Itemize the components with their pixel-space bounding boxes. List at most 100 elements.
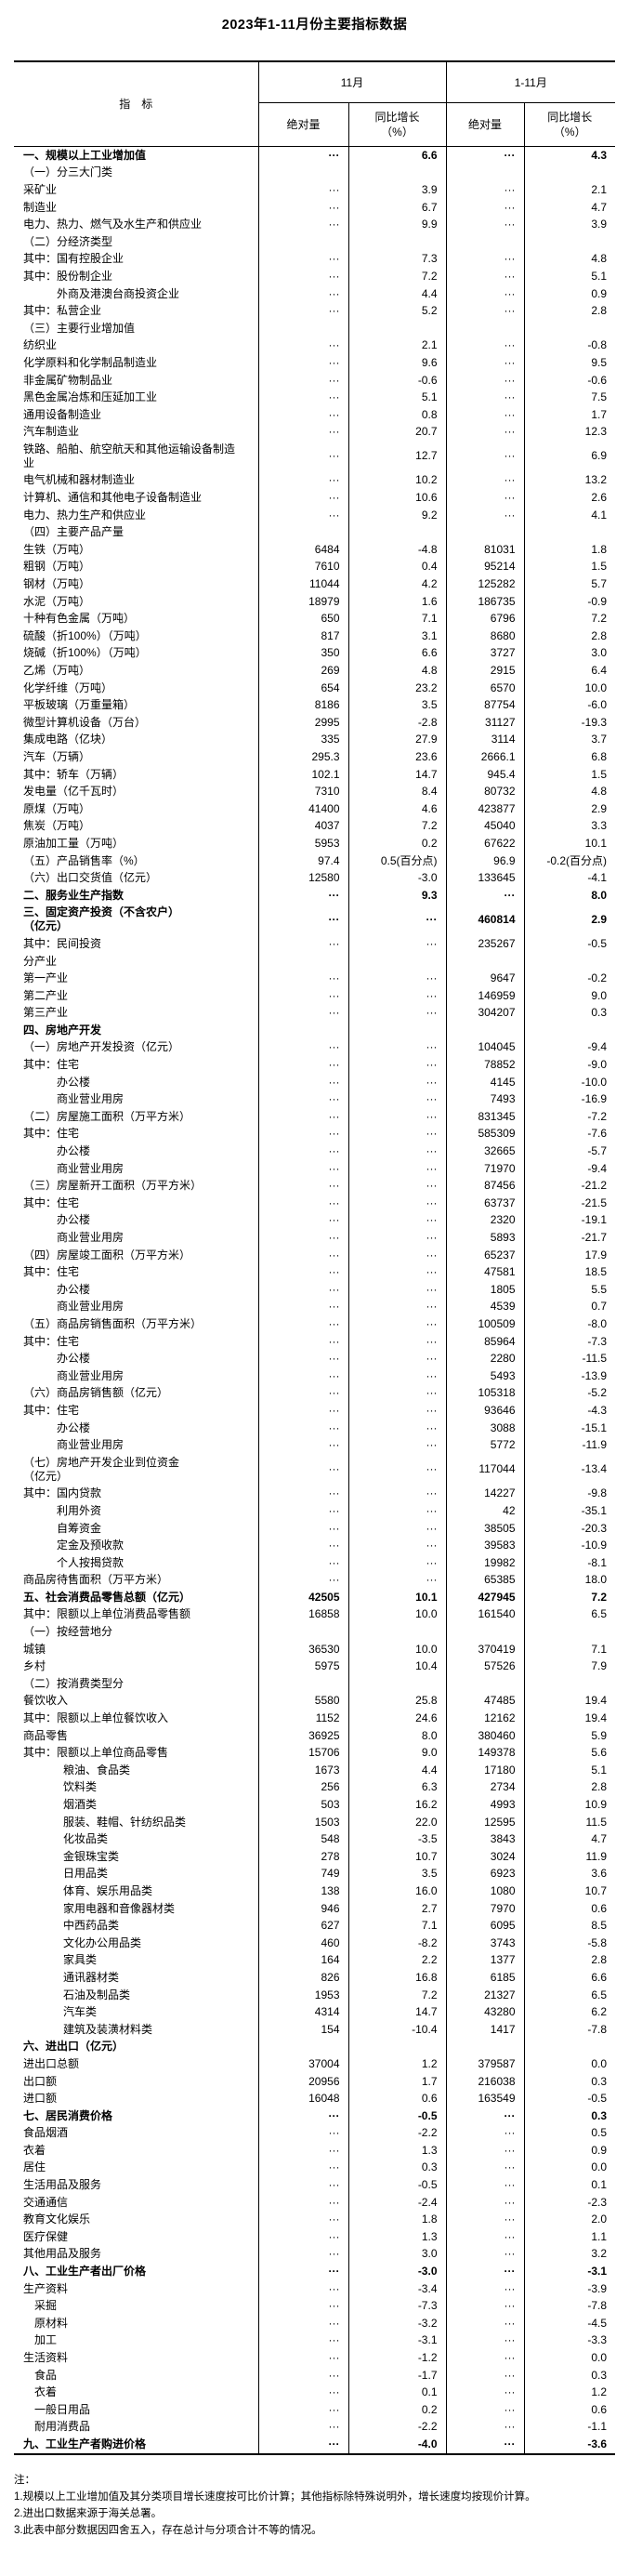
value-cell: 2915 (445, 662, 524, 680)
value-cell: ··· (257, 471, 348, 490)
value-cell: -10.0 (523, 1073, 616, 1091)
table-row: 其中：限额以上单位消费品零售额 16858 10.0 161540 6.5 (14, 1605, 616, 1624)
table-row: 集成电路（亿块） 335 27.9 3114 3.7 (14, 731, 616, 749)
value-cell: -5.2 (523, 1384, 616, 1403)
value-cell: 4.8 (523, 250, 616, 269)
value-cell: -5.7 (523, 1143, 616, 1160)
value-cell: 7310 (257, 783, 348, 800)
value-cell: ··· (257, 1229, 348, 1247)
table-row: 钢材（万吨） 11044 4.2 125282 5.7 (14, 575, 616, 593)
indicator-label: 生铁（万吨） (23, 542, 91, 556)
value-cell: ··· (445, 886, 524, 905)
table-row: 其中：住宅 ··· ··· 78852 -9.0 (14, 1056, 616, 1074)
value-cell: 146959 (445, 986, 524, 1005)
value-cell: 3.3 (523, 817, 616, 836)
indicator-label: 电力、热力生产和供应业 (23, 508, 147, 522)
indicator-label: （一）按经营地分 (23, 1625, 113, 1639)
value-cell: ··· (257, 886, 348, 905)
value-cell: 5493 (445, 1367, 524, 1385)
table-row: 三、固定资产投资（不含农户） （亿元） ··· ··· 460814 2.9 (14, 904, 616, 936)
table-row: 耐用消费品 ··· -2.2 ··· -1.1 (14, 2418, 616, 2437)
value-cell: 7.9 (523, 1658, 616, 1676)
table-row: 七、居民消费价格 ··· -0.5 ··· 0.3 (14, 2107, 616, 2125)
value-cell: ··· (257, 268, 348, 285)
value-cell: 4145 (445, 1073, 524, 1091)
value-cell: ··· (445, 2297, 524, 2316)
value-cell: -2.4 (347, 2193, 446, 2212)
indicator-label: 文化办公用品类 (63, 1935, 142, 1949)
indicator-label: 焦炭（万吨） (23, 819, 91, 833)
table-row: 二、服务业生产指数 ··· 9.3 ··· 8.0 (14, 886, 616, 905)
table-row: 食品 ··· -1.7 ··· 0.3 (14, 2366, 616, 2384)
value-cell: 16858 (257, 1605, 348, 1624)
table-row: 粮油、食品类 1673 4.4 17180 5.1 (14, 1762, 616, 1779)
value-cell: ··· (257, 1004, 348, 1023)
value-cell: ··· (347, 1108, 446, 1126)
value-cell: 9.6 (347, 354, 446, 372)
value-cell: 7.2 (347, 817, 446, 836)
value-cell: -7.2 (523, 1108, 616, 1126)
table-row: 利用外资 ··· ··· 42 -35.1 (14, 1502, 616, 1520)
table-row: 医疗保健 ··· 1.3 ··· 1.1 (14, 2228, 616, 2246)
value-cell (257, 232, 348, 251)
value-cell: 7.1 (347, 1917, 446, 1935)
value-cell: ··· (445, 284, 524, 303)
header-absolute-jan-nov: 绝对量 (445, 102, 524, 147)
value-cell: ··· (445, 2366, 524, 2384)
indicator-label: 其中：住宅 (23, 1334, 80, 1348)
value-cell: 1.7 (347, 2072, 446, 2091)
value-cell: ··· (445, 198, 524, 217)
table-row: 发电量（亿千瓦时） 7310 8.4 80732 4.8 (14, 783, 616, 800)
value-cell: 21327 (445, 1986, 524, 2004)
table-row: 其中：住宅 ··· ··· 85964 -7.3 (14, 1332, 616, 1351)
value-cell (445, 952, 524, 971)
value-cell: ··· (257, 2159, 348, 2177)
value-cell: -0.6 (523, 371, 616, 390)
value-cell: 14227 (445, 1485, 524, 1503)
value-cell: ··· (347, 970, 446, 987)
table-row: 办公楼 ··· ··· 1805 5.5 (14, 1281, 616, 1299)
value-cell: -9.0 (523, 1056, 616, 1074)
value-cell: ··· (257, 1367, 348, 1385)
table-row: 平板玻璃（万重量箱） 8186 3.5 87754 -6.0 (14, 696, 616, 714)
value-cell: ··· (257, 1090, 348, 1109)
indicator-label: 四、房地产开发 (23, 1023, 102, 1037)
value-cell: 5580 (257, 1692, 348, 1711)
value-cell: ··· (445, 354, 524, 372)
value-cell: 1.8 (347, 2211, 446, 2229)
value-cell: 1503 (257, 1813, 348, 1831)
value-cell: 149378 (445, 1744, 524, 1763)
indicator-label: （四）主要产品产量 (23, 525, 124, 539)
value-cell: 4.6 (347, 799, 446, 818)
value-cell: 235267 (445, 935, 524, 953)
value-cell: 5.2 (347, 302, 446, 320)
value-cell: -21.5 (523, 1195, 616, 1212)
value-cell: 63737 (445, 1195, 524, 1212)
value-cell: 6.6 (523, 1969, 616, 1987)
indicator-label: 集成电路（亿块） (23, 733, 113, 746)
value-cell: 6.5 (523, 1986, 616, 2004)
value-cell: -9.8 (523, 1485, 616, 1503)
value-cell: -4.8 (347, 541, 446, 559)
value-cell: ··· (347, 1553, 446, 1572)
value-cell: 4.8 (347, 662, 446, 680)
value-cell: -0.5 (347, 2176, 446, 2194)
indicator-label: 一、规模以上工业增加值 (23, 148, 147, 162)
value-cell: 2666.1 (445, 748, 524, 766)
value-cell: 7.1 (523, 1640, 616, 1658)
value-cell: 0.6 (523, 2401, 616, 2419)
value-cell (445, 2038, 524, 2056)
value-cell: ··· (257, 1332, 348, 1351)
value-cell: 6.6 (347, 146, 446, 165)
indicator-label: 原材料 (34, 2316, 69, 2330)
table-row: 商业营业用房 ··· ··· 5493 -13.9 (14, 1367, 616, 1385)
value-cell: ··· (257, 2211, 348, 2229)
value-cell: 0.6 (347, 2090, 446, 2107)
value-cell: 7610 (257, 558, 348, 576)
value-cell: 3.5 (347, 1865, 446, 1883)
value-cell: 12.3 (523, 423, 616, 442)
value-cell: 3.0 (347, 2245, 446, 2264)
value-cell: 1152 (257, 1710, 348, 1727)
table-row: 化妆品类 548 -3.5 3843 4.7 (14, 1830, 616, 1848)
indicator-label: 定金及预收款 (57, 1539, 124, 1552)
